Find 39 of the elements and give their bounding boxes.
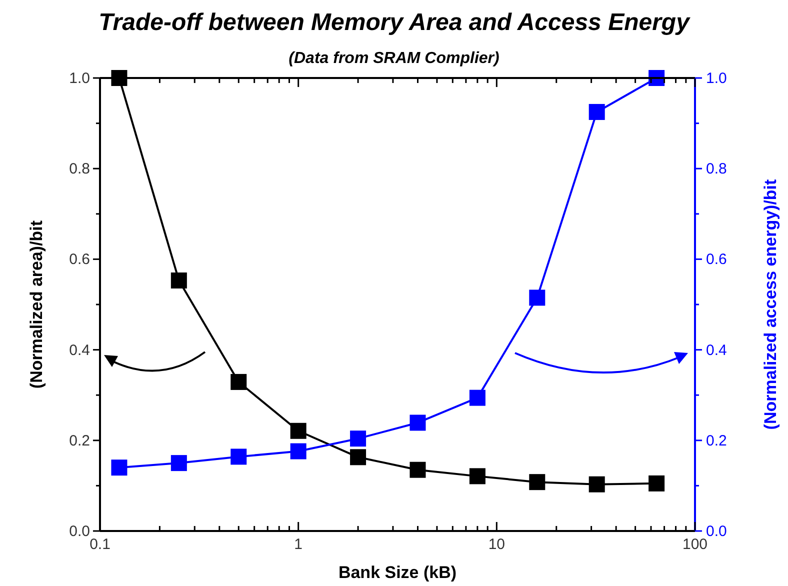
y-tick-label: 1.0	[69, 70, 90, 87]
point	[290, 422, 306, 439]
point	[469, 468, 486, 484]
point	[588, 104, 605, 120]
point	[588, 476, 605, 492]
point	[290, 443, 306, 460]
y2-axis-title: (Normalized access energy)/bit	[761, 178, 780, 430]
chart-title: Trade-off between Memory Area and Access Energy	[98, 9, 692, 36]
chart-subtitle: (Data from SRAM Complier)	[288, 50, 500, 67]
x-tick-label: 100	[682, 536, 708, 553]
y-axis-title: (Normalized area)/bit	[27, 220, 46, 389]
y-tick-label: 0.4	[69, 342, 90, 359]
x-tick-label: 0.1	[90, 536, 110, 553]
x-axis-title: Bank Size (kB)	[338, 563, 457, 582]
point	[529, 474, 546, 490]
point	[230, 374, 247, 390]
point	[350, 430, 366, 447]
point	[648, 475, 665, 492]
y2-tick-label: 0.8	[706, 160, 727, 178]
point	[410, 414, 426, 431]
y-tick-label: 0.8	[69, 160, 90, 178]
point	[469, 390, 486, 406]
point	[170, 272, 187, 288]
point	[111, 460, 128, 476]
point	[529, 290, 546, 306]
y2-tick-label: 0.2	[706, 432, 727, 450]
x-tick-label: 10	[488, 536, 506, 553]
y2-tick-label: 0.0	[706, 523, 727, 540]
y2-tick-label: 0.6	[706, 251, 727, 268]
y-tick-label: 0.0	[69, 523, 90, 540]
point	[350, 449, 366, 466]
y2-tick-label: 0.4	[706, 342, 727, 359]
y2-tick-label: 1.0	[706, 70, 727, 87]
y-tick-label: 0.2	[69, 432, 90, 450]
y-tick-label: 0.6	[69, 251, 90, 268]
point	[410, 462, 426, 478]
x-tick-label: 1	[294, 536, 303, 553]
point	[170, 455, 187, 472]
point	[230, 448, 247, 465]
